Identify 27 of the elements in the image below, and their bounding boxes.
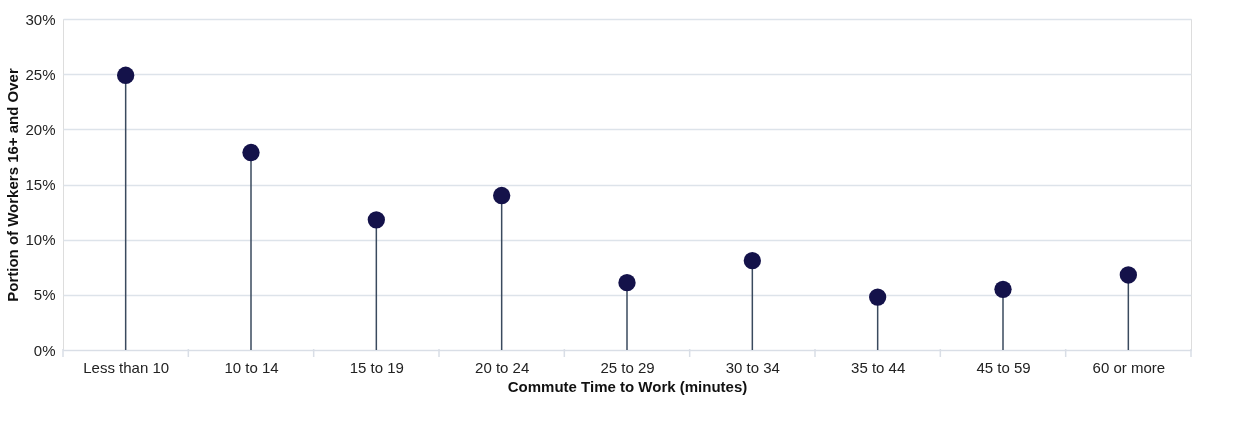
x-tick-label: 15 to 19 — [349, 358, 404, 376]
point — [869, 288, 887, 306]
x-tick-label: 25 to 29 — [600, 358, 655, 376]
x-tick-label: 45 to 59 — [976, 358, 1031, 376]
x-tick-label: 30 to 34 — [725, 358, 780, 376]
point — [367, 211, 385, 229]
point — [117, 66, 135, 84]
y-axis-title: Portion of Workers 16+ and Over — [4, 68, 22, 302]
x-tick-label: 60 or more — [1092, 358, 1166, 376]
x-axis-title: Commute Time to Work (minutes) — [507, 377, 748, 395]
y-tick-label: 20% — [25, 120, 56, 138]
y-tick-label: 30% — [25, 10, 56, 28]
point — [743, 251, 761, 270]
point — [493, 186, 511, 205]
point — [618, 274, 636, 292]
point — [994, 280, 1012, 298]
point — [1119, 266, 1137, 284]
x-tick-label: 10 to 14 — [224, 358, 279, 376]
y-tick-label: 10% — [25, 231, 56, 249]
y-tick-label: 0% — [33, 341, 56, 359]
y-tick-label: 5% — [33, 286, 56, 304]
x-tick-label: 20 to 24 — [475, 358, 530, 376]
y-tick-label: 15% — [25, 176, 56, 193]
y-tick-label: 25% — [25, 65, 56, 83]
point — [242, 143, 260, 162]
x-tick-label: Less than 10 — [83, 358, 170, 376]
x-tick-label: 35 to 44 — [851, 358, 906, 376]
